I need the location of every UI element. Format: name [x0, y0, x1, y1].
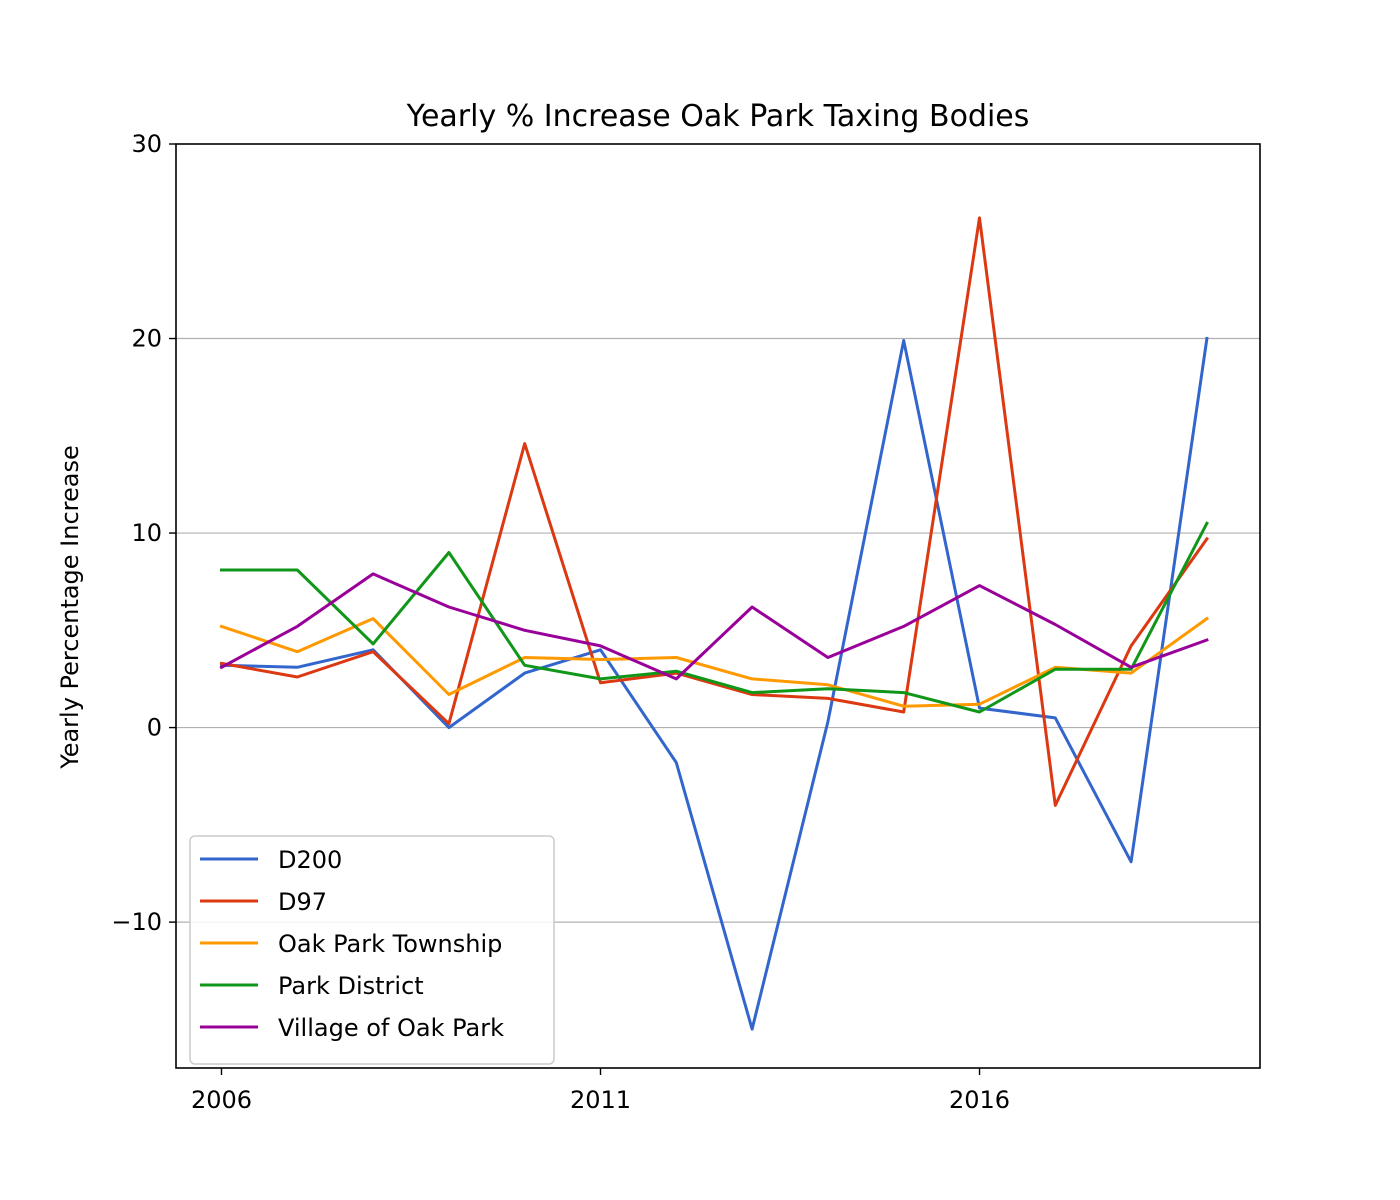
series-line-4	[219, 572, 1209, 681]
x-tick-label: 2016	[949, 1086, 1010, 1114]
chart-title: Yearly % Increase Oak Park Taxing Bodies	[406, 99, 1030, 134]
y-tick-label: 10	[131, 519, 162, 547]
legend: D200 D97 Oak Park Township Park District Vil…	[189, 835, 555, 1065]
legend-label: D97	[278, 888, 327, 916]
series-lines	[219, 216, 1209, 1031]
legend-label: Village of Oak Park	[278, 1014, 504, 1042]
series-line-2	[219, 616, 1209, 708]
x-tick-label: 2006	[191, 1086, 252, 1114]
series-line-1	[219, 216, 1209, 807]
plot-frame	[175, 143, 1261, 1069]
legend-label: Park District	[278, 972, 424, 1000]
y-tick-label: 0	[147, 714, 162, 742]
legend-box	[189, 835, 555, 1065]
legend-label: Oak Park Township	[278, 930, 502, 958]
x-axis: 2006 2011 2016	[191, 1068, 1010, 1114]
y-tick-label: 20	[131, 325, 162, 353]
y-axis: −10 0 10 20 30	[111, 130, 176, 936]
x-tick-label: 2011	[570, 1086, 631, 1114]
y-tick-label: 30	[131, 130, 162, 158]
y-axis-title: Yearly Percentage Increase	[56, 445, 84, 770]
series-line-3	[220, 521, 1209, 714]
legend-label: D200	[278, 846, 342, 874]
y-tick-label: −10	[111, 908, 162, 936]
